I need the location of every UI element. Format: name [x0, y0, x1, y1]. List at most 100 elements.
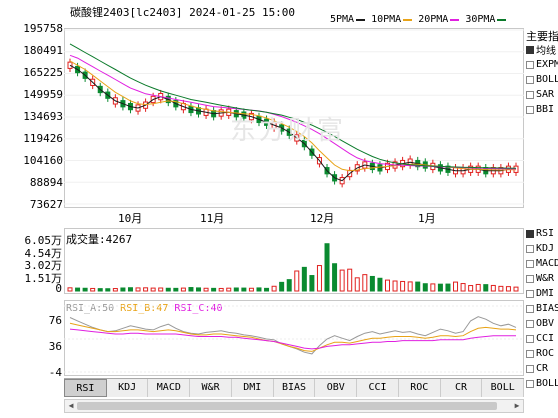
volume-bar	[445, 283, 451, 292]
indicator-option-label: ROC	[536, 348, 555, 359]
volume-bar	[513, 286, 519, 292]
indicator-option[interactable]: ROC	[526, 346, 558, 361]
tab-dmi[interactable]: DMI	[231, 379, 274, 397]
tab-kdj[interactable]: KDJ	[106, 379, 149, 397]
tab-obv[interactable]: OBV	[315, 379, 358, 397]
price-tick-label: 180491	[23, 44, 63, 57]
volume-bar	[135, 287, 141, 292]
horizontal-scrollbar[interactable]: ◀ ▶	[64, 399, 524, 413]
checkbox-icon[interactable]	[526, 289, 534, 298]
volume-bar	[67, 287, 73, 292]
volume-tick-label: 6.05万	[24, 234, 63, 247]
indicator-option[interactable]: BBI	[526, 102, 558, 117]
volume-bar	[248, 287, 254, 292]
ma-legend: 5PMA 10PMA 20PMA 30PMA	[330, 14, 507, 25]
rsi-legend-item: RSI_B:47	[120, 303, 169, 314]
rsi-legend-item: RSI_A:50	[66, 303, 115, 314]
volume-bar	[180, 287, 186, 292]
indicator-option-label: SAR	[536, 89, 555, 100]
ma-legend-item: 10PMA	[371, 14, 413, 25]
volume-bar	[347, 268, 353, 292]
indicator-option[interactable]: BOLL	[526, 376, 558, 391]
volume-bar	[105, 288, 111, 292]
indicator-option[interactable]: EXPMA	[526, 57, 558, 72]
tab-cr[interactable]: CR	[440, 379, 483, 397]
volume-bar	[324, 243, 330, 292]
checkbox-icon[interactable]	[526, 319, 534, 328]
volume-chart[interactable]	[64, 228, 524, 294]
checkbox-icon[interactable]	[526, 304, 534, 313]
volume-bar	[165, 287, 171, 292]
checkbox-icon[interactable]	[526, 259, 534, 268]
volume-bar	[226, 287, 232, 292]
checkbox-icon[interactable]	[526, 274, 534, 283]
checkbox-icon[interactable]	[526, 75, 534, 84]
checkbox-icon[interactable]	[526, 364, 534, 373]
indicator-option[interactable]: CCI	[526, 331, 558, 346]
volume-bar	[400, 280, 406, 292]
price-tick-label: 119426	[23, 132, 63, 145]
volume-bar	[90, 287, 96, 292]
volume-bar	[112, 288, 118, 292]
ma-line-30pma	[69, 43, 517, 169]
indicator-option[interactable]: MACD	[526, 256, 558, 271]
indicator-option[interactable]: OBV	[526, 316, 558, 331]
ma-line-5pma	[69, 64, 516, 182]
checkbox-icon[interactable]	[526, 229, 534, 238]
indicator-option-label: BOLL	[536, 378, 558, 389]
indicator-option[interactable]: RSI	[526, 226, 558, 241]
checkbox-icon[interactable]	[526, 105, 534, 114]
indicator-option[interactable]: SAR	[526, 87, 558, 102]
tab-boll[interactable]: BOLL	[482, 379, 525, 397]
tab-w-r[interactable]: W&R	[190, 379, 232, 397]
indicator-option-label: BOLL	[536, 74, 558, 85]
indicator-option[interactable]: CR	[526, 361, 558, 376]
tab-bias[interactable]: BIAS	[273, 379, 316, 397]
watermark: 东方财富	[230, 116, 347, 146]
volume-tick-label: 3.02万	[24, 259, 63, 272]
volume-bar	[490, 284, 496, 292]
tab-rsi[interactable]: RSI	[64, 379, 107, 397]
rsi-chart[interactable]	[64, 300, 524, 376]
indicator-option[interactable]: BIAS	[526, 301, 558, 316]
scroll-thumb[interactable]	[77, 402, 497, 410]
volume-bar	[173, 287, 179, 292]
checkbox-icon[interactable]	[526, 45, 534, 54]
ma-legend-label: 20PMA	[418, 14, 449, 25]
volume-bar	[286, 279, 292, 292]
price-chart[interactable]	[64, 28, 524, 208]
volume-bar	[188, 287, 194, 292]
price-tick-label: 104160	[23, 154, 63, 167]
checkbox-icon[interactable]	[526, 244, 534, 253]
indicator-option[interactable]: DMI	[526, 286, 558, 301]
scroll-left-icon[interactable]: ◀	[68, 401, 74, 410]
volume-bar	[475, 283, 481, 292]
indicator-option-label: RSI	[536, 228, 555, 239]
checkbox-icon[interactable]	[526, 90, 534, 99]
indicator-option[interactable]: BOLL	[526, 72, 558, 87]
indicator-option-label: OBV	[536, 318, 555, 329]
indicator-option-label: MACD	[536, 258, 558, 269]
volume-label: 成交量:4267	[66, 233, 133, 246]
tab-cci[interactable]: CCI	[357, 379, 399, 397]
price-tick-label: 149959	[23, 88, 63, 101]
checkbox-icon[interactable]	[526, 334, 534, 343]
indicator-option[interactable]: KDJ	[526, 241, 558, 256]
volume-bar	[294, 270, 300, 292]
volume-bar	[384, 279, 390, 292]
indicator-option-label: W&R	[536, 273, 555, 284]
indicator-option[interactable]: 均线	[526, 42, 558, 57]
ma-legend-item: 30PMA	[465, 14, 507, 25]
scroll-right-icon[interactable]: ▶	[514, 401, 520, 410]
price-tick-label: 165225	[23, 66, 63, 79]
checkbox-icon[interactable]	[526, 60, 534, 69]
checkbox-icon[interactable]	[526, 379, 534, 388]
rsi-line-rsi-b	[69, 322, 517, 352]
chart-header: 碳酸锂2403[lc2403] 2024-01-25 15:00	[70, 4, 295, 20]
tab-roc[interactable]: ROC	[398, 379, 441, 397]
checkbox-icon[interactable]	[526, 349, 534, 358]
volume-bar	[437, 283, 443, 292]
tab-macd[interactable]: MACD	[148, 379, 191, 397]
volume-bar	[309, 275, 315, 292]
indicator-option[interactable]: W&R	[526, 271, 558, 286]
